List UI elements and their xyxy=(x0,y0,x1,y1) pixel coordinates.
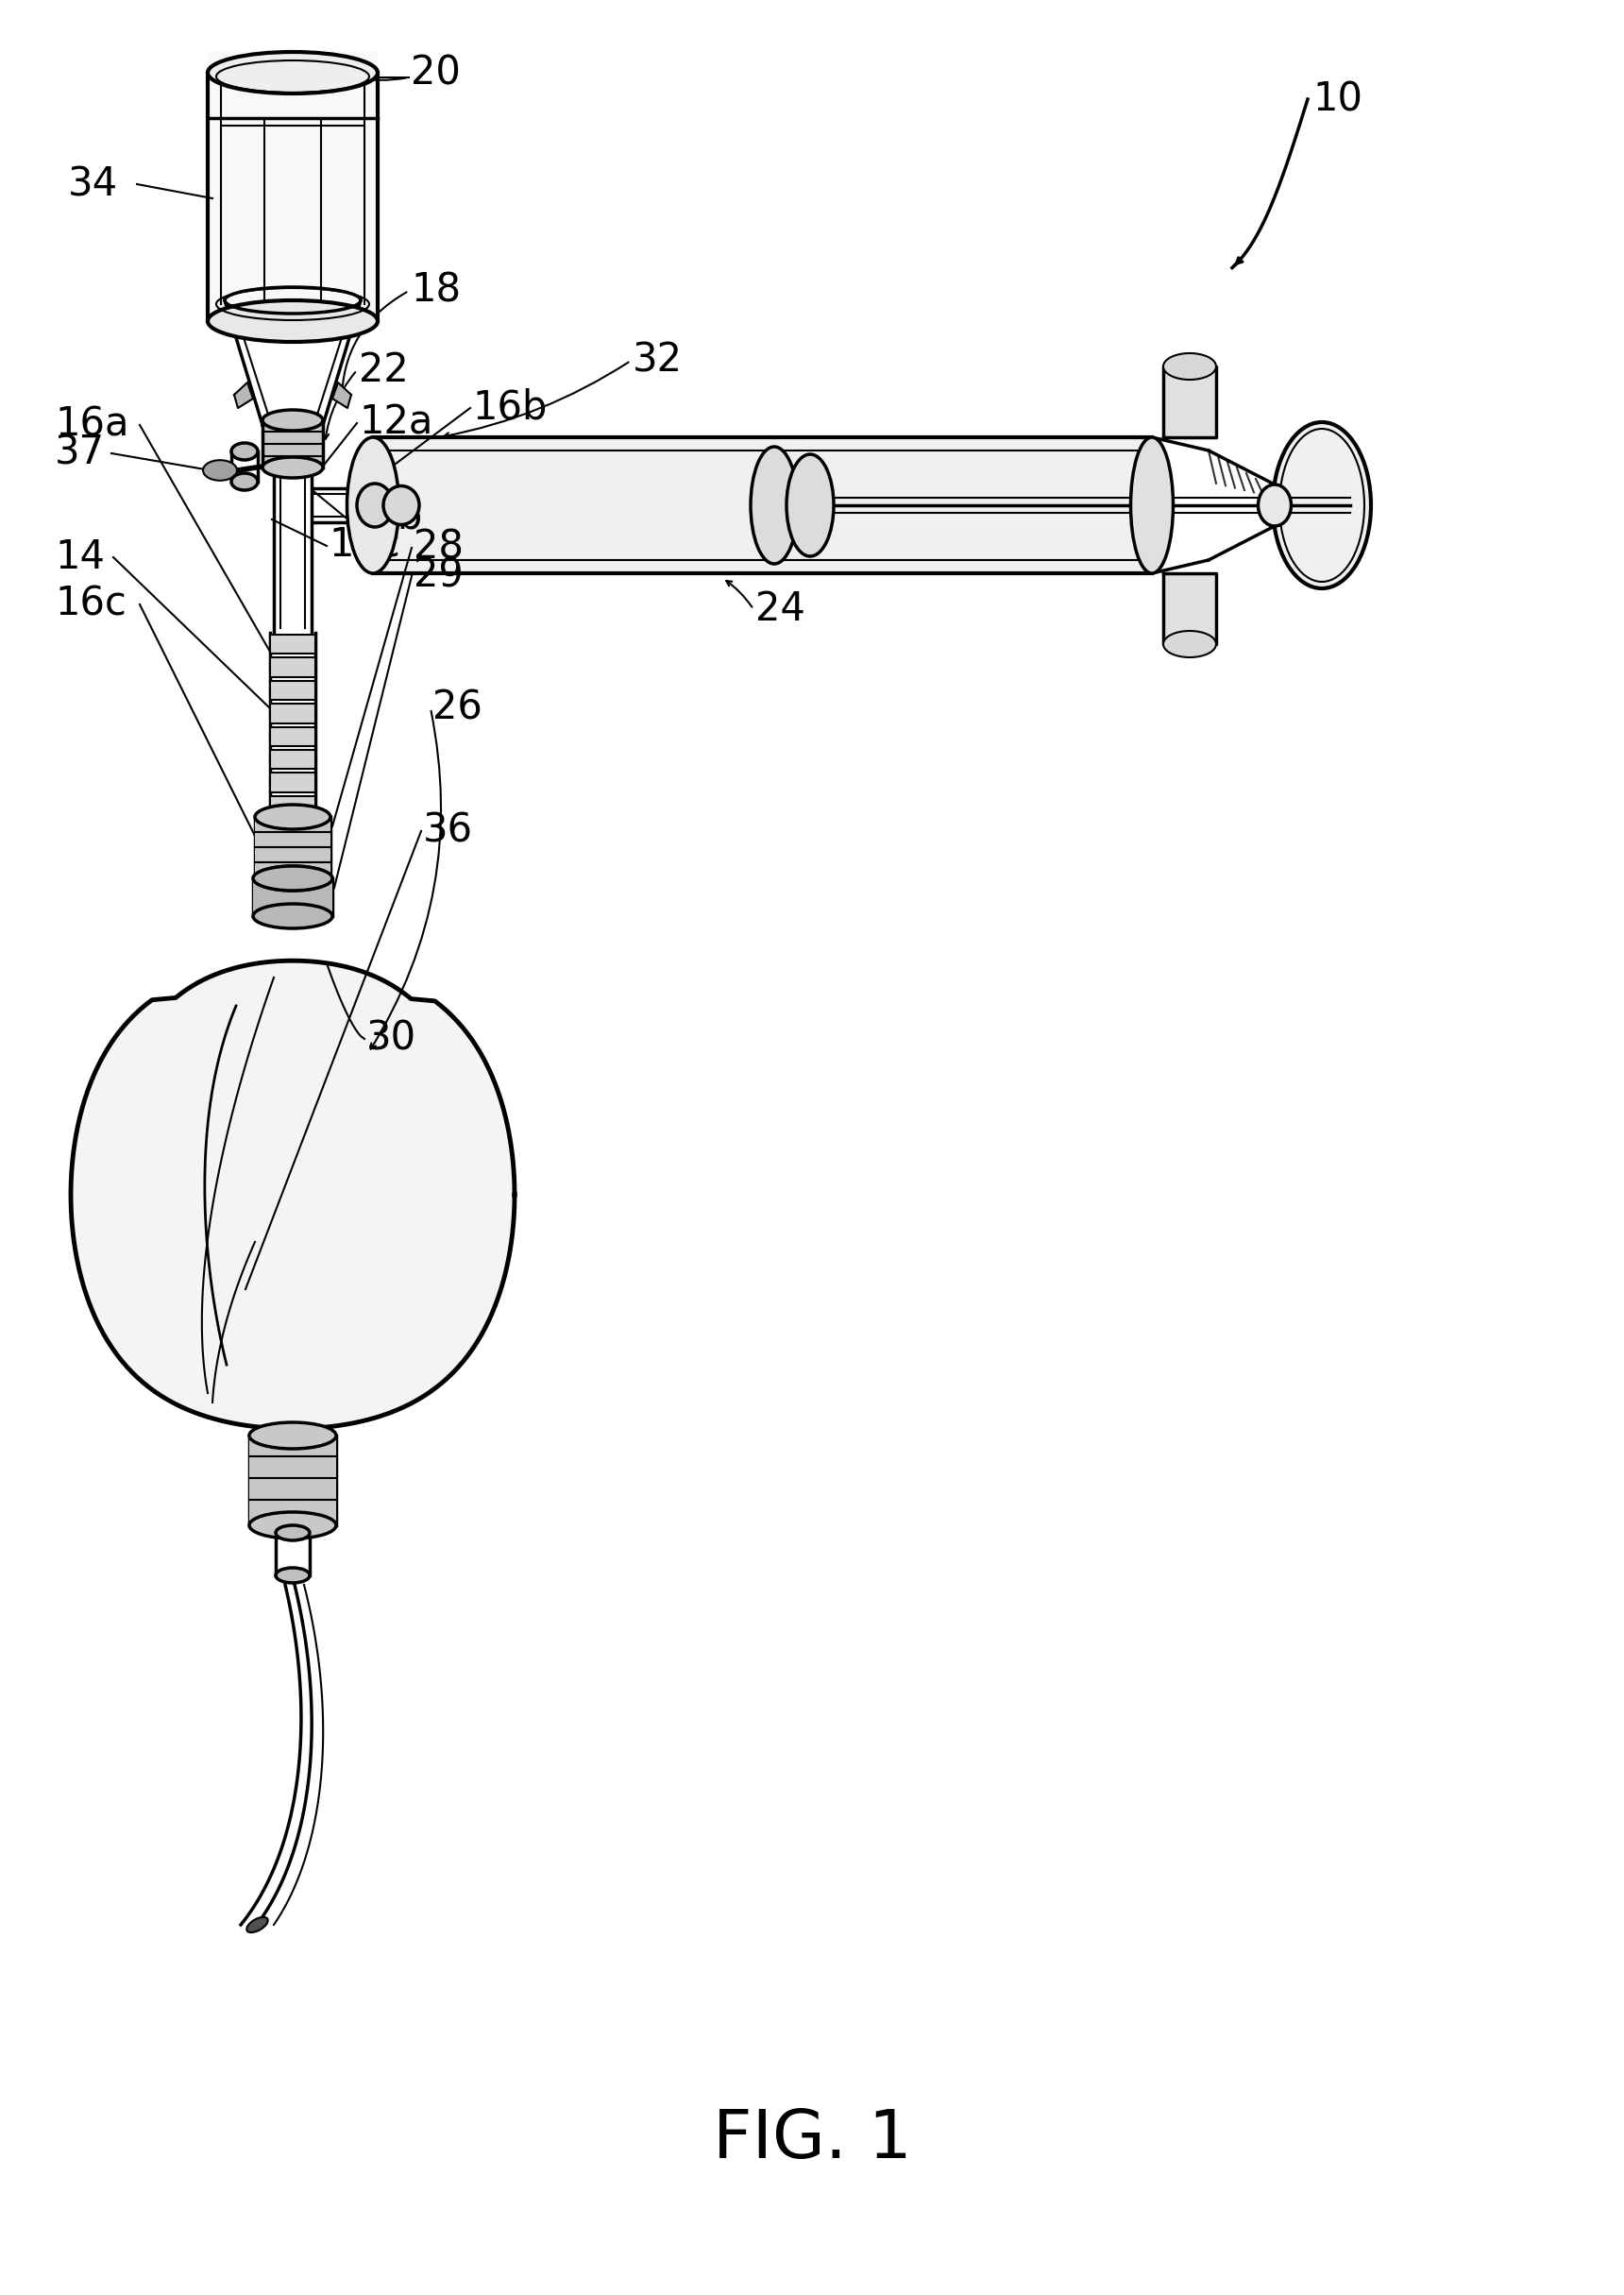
Ellipse shape xyxy=(255,865,330,890)
Text: 34: 34 xyxy=(68,165,119,204)
Text: 32: 32 xyxy=(633,342,682,381)
Ellipse shape xyxy=(247,1916,268,1932)
Text: 12b: 12b xyxy=(348,498,422,537)
Ellipse shape xyxy=(1163,631,1216,656)
Text: FIG. 1: FIG. 1 xyxy=(713,2107,911,2171)
Ellipse shape xyxy=(1259,484,1291,526)
Text: 10: 10 xyxy=(1312,80,1363,119)
Bar xyxy=(248,1437,336,1526)
Ellipse shape xyxy=(357,484,393,528)
Bar xyxy=(270,773,315,792)
Ellipse shape xyxy=(750,448,797,565)
Polygon shape xyxy=(1163,574,1216,645)
Ellipse shape xyxy=(253,865,333,890)
Bar xyxy=(263,420,323,468)
Ellipse shape xyxy=(208,301,378,342)
Text: 12c: 12c xyxy=(328,526,400,567)
Polygon shape xyxy=(333,383,351,409)
Ellipse shape xyxy=(231,473,258,491)
Ellipse shape xyxy=(263,411,323,431)
Text: 22: 22 xyxy=(359,351,409,390)
Bar xyxy=(270,636,315,654)
Text: 16a: 16a xyxy=(55,406,128,445)
Ellipse shape xyxy=(276,1526,310,1540)
Bar xyxy=(255,817,330,879)
Ellipse shape xyxy=(203,459,237,480)
Text: 28: 28 xyxy=(414,528,463,567)
Text: 20: 20 xyxy=(411,53,461,94)
Ellipse shape xyxy=(1163,353,1216,379)
Text: 14: 14 xyxy=(55,537,106,576)
Polygon shape xyxy=(234,383,253,409)
Bar xyxy=(270,728,315,746)
Ellipse shape xyxy=(255,806,330,828)
Ellipse shape xyxy=(253,904,333,929)
Text: 37: 37 xyxy=(55,434,106,473)
Text: 18: 18 xyxy=(411,271,461,310)
Text: 30: 30 xyxy=(367,1019,416,1058)
Text: 16b: 16b xyxy=(473,388,547,427)
Ellipse shape xyxy=(248,1423,336,1448)
Bar xyxy=(270,682,315,700)
Ellipse shape xyxy=(231,443,258,459)
Ellipse shape xyxy=(383,487,419,526)
Ellipse shape xyxy=(248,1512,336,1538)
Polygon shape xyxy=(1163,367,1216,438)
Ellipse shape xyxy=(276,1567,310,1584)
Text: 24: 24 xyxy=(755,590,806,629)
Text: 29: 29 xyxy=(414,555,463,597)
Text: 26: 26 xyxy=(432,688,482,728)
Text: 12a: 12a xyxy=(359,404,432,443)
Bar xyxy=(270,705,315,723)
Bar xyxy=(270,750,315,769)
Bar xyxy=(270,796,315,815)
Bar xyxy=(270,659,315,677)
Bar xyxy=(374,438,1151,574)
Ellipse shape xyxy=(263,457,323,477)
Bar xyxy=(208,53,378,321)
Ellipse shape xyxy=(263,415,323,434)
Ellipse shape xyxy=(1273,422,1371,588)
Text: 36: 36 xyxy=(422,810,473,851)
Ellipse shape xyxy=(1130,438,1173,574)
Ellipse shape xyxy=(208,53,378,94)
Text: 16c: 16c xyxy=(55,585,127,624)
Ellipse shape xyxy=(786,454,833,555)
Ellipse shape xyxy=(348,438,400,574)
Polygon shape xyxy=(71,962,515,1430)
Bar xyxy=(253,879,333,916)
